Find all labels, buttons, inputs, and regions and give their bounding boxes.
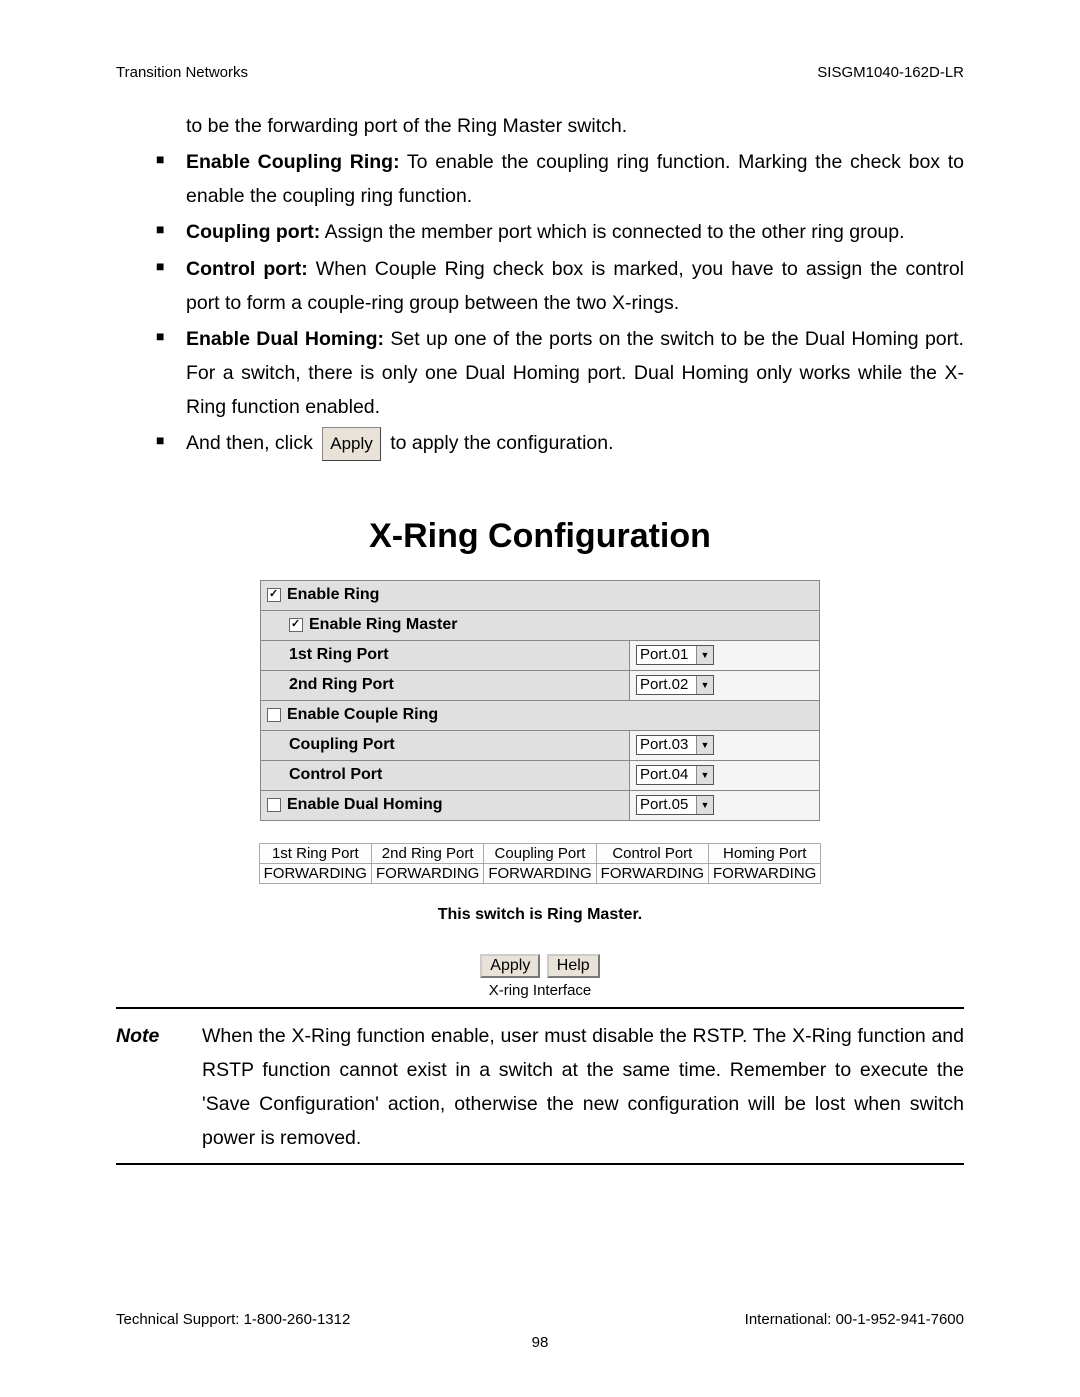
chevron-down-icon: ▼ [696, 676, 713, 694]
header-left: Transition Networks [116, 64, 248, 81]
note-text: When the X-Ring function enable, user mu… [202, 1019, 964, 1156]
enable-ring-checkbox[interactable] [267, 588, 281, 602]
chevron-down-icon: ▼ [696, 796, 713, 814]
bullet-item: And then, click Apply to apply the confi… [156, 426, 964, 461]
port2-select[interactable]: Port.02▼ [636, 675, 714, 695]
apply-button-inline[interactable]: Apply [322, 427, 381, 461]
chevron-down-icon: ▼ [696, 646, 713, 664]
apply-button[interactable]: Apply [480, 954, 540, 978]
ring-master-status: This switch is Ring Master. [116, 906, 964, 924]
port5-select[interactable]: Port.05▼ [636, 795, 714, 815]
config-title: X-Ring Configuration [116, 517, 964, 556]
intro-text: to be the forwarding port of the Ring Ma… [186, 109, 964, 143]
footer-right: International: 00-1-952-941-7600 [745, 1311, 964, 1328]
port4-select[interactable]: Port.04▼ [636, 765, 714, 785]
bullet-item: Coupling port: Assign the member port wh… [156, 215, 964, 249]
config-table: Enable Ring Enable Ring Master 1st Ring … [260, 580, 820, 821]
bullet-item: Enable Dual Homing: Set up one of the po… [156, 322, 964, 424]
status-table: 1st Ring Port 2nd Ring Port Coupling Por… [259, 843, 822, 884]
note-label: Note [116, 1019, 202, 1156]
divider [116, 1163, 964, 1165]
page-number: 98 [116, 1334, 964, 1351]
enable-dual-homing-checkbox[interactable] [267, 798, 281, 812]
header-right: SISGM1040-162D-LR [817, 64, 964, 81]
enable-ring-master-checkbox[interactable] [289, 618, 303, 632]
figure-caption: X-ring Interface [116, 982, 964, 999]
footer-left: Technical Support: 1-800-260-1312 [116, 1311, 350, 1328]
divider [116, 1007, 964, 1009]
enable-couple-ring-checkbox[interactable] [267, 708, 281, 722]
bullet-item: Enable Coupling Ring: To enable the coup… [156, 145, 964, 213]
chevron-down-icon: ▼ [696, 766, 713, 784]
port3-select[interactable]: Port.03▼ [636, 735, 714, 755]
port1-select[interactable]: Port.01▼ [636, 645, 714, 665]
chevron-down-icon: ▼ [696, 736, 713, 754]
help-button[interactable]: Help [547, 954, 600, 978]
bullet-item: Control port: When Couple Ring check box… [156, 252, 964, 320]
